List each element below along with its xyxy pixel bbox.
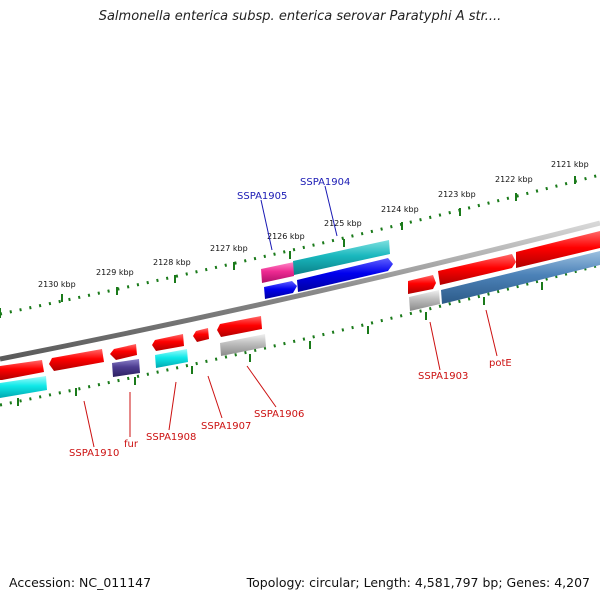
- tick-label-2130: 2130 kbp: [38, 280, 76, 289]
- tick-label-2123: 2123 kbp: [438, 190, 476, 199]
- gene-red-reverse-a: [49, 349, 104, 371]
- tick-label-2129: 2129 kbp: [96, 268, 134, 277]
- gene-sspa1904-teal: [293, 240, 390, 275]
- gene-sspa1910-cyan: [0, 376, 47, 398]
- gene-red-forward-c: [516, 231, 600, 268]
- label-sspa1905: SSPA1905: [237, 191, 287, 202]
- tick-label-2127: 2127 kbp: [210, 244, 248, 253]
- gene-sspa1907-red: [193, 328, 209, 342]
- reverse-leader-lines: [83, 309, 498, 448]
- tick-label-2121: 2121 kbp: [551, 160, 589, 169]
- gene-sspa1903-grey: [409, 290, 440, 311]
- tick-label-2125: 2125 kbp: [324, 219, 362, 228]
- tick-label-2126: 2126 kbp: [267, 232, 305, 241]
- label-pote: potE: [489, 358, 512, 369]
- inner-major-ticks: [17, 282, 543, 406]
- tick-label-2122: 2122 kbp: [495, 175, 533, 184]
- label-sspa1906: SSPA1906: [254, 409, 304, 420]
- label-sspa1908: SSPA1908: [146, 432, 196, 443]
- page-title: Salmonella enterica subsp. enterica sero…: [98, 9, 502, 24]
- gene-fur-purple: [112, 359, 140, 377]
- accession-label: Accession: NC_011147: [9, 575, 152, 590]
- gene-sspa1908-cyan: [155, 349, 188, 368]
- forward-leader-lines: [260, 185, 338, 251]
- gene-red-forward-a: [408, 275, 436, 294]
- gene-pote-steel: [441, 251, 600, 304]
- label-sspa1904: SSPA1904: [300, 177, 350, 188]
- gene-sspa1908-red: [152, 334, 184, 351]
- outer-major-ticks: [0, 176, 576, 318]
- gene-red-forward-b: [438, 254, 516, 285]
- label-sspa1910: SSPA1910: [69, 448, 119, 459]
- gene-blue-1: [264, 281, 297, 299]
- gene-sspa1905-pink: [261, 262, 294, 283]
- tick-label-2128: 2128 kbp: [153, 258, 191, 267]
- gene-sspa1906-red: [217, 316, 262, 337]
- gene-blue-2: [297, 258, 393, 292]
- tick-label-2124: 2124 kbp: [381, 205, 419, 214]
- genome-summary: Topology: circular; Length: 4,581,797 bp…: [246, 575, 590, 590]
- label-sspa1907: SSPA1907: [201, 421, 251, 432]
- label-sspa1903: SSPA1903: [418, 371, 468, 382]
- label-fur: fur: [124, 439, 139, 450]
- gene-sspa1910-red: [0, 360, 44, 380]
- gene-sspa1906-grey: [220, 334, 266, 356]
- genome-backbone: [0, 220, 600, 362]
- gene-fur-red: [110, 344, 137, 360]
